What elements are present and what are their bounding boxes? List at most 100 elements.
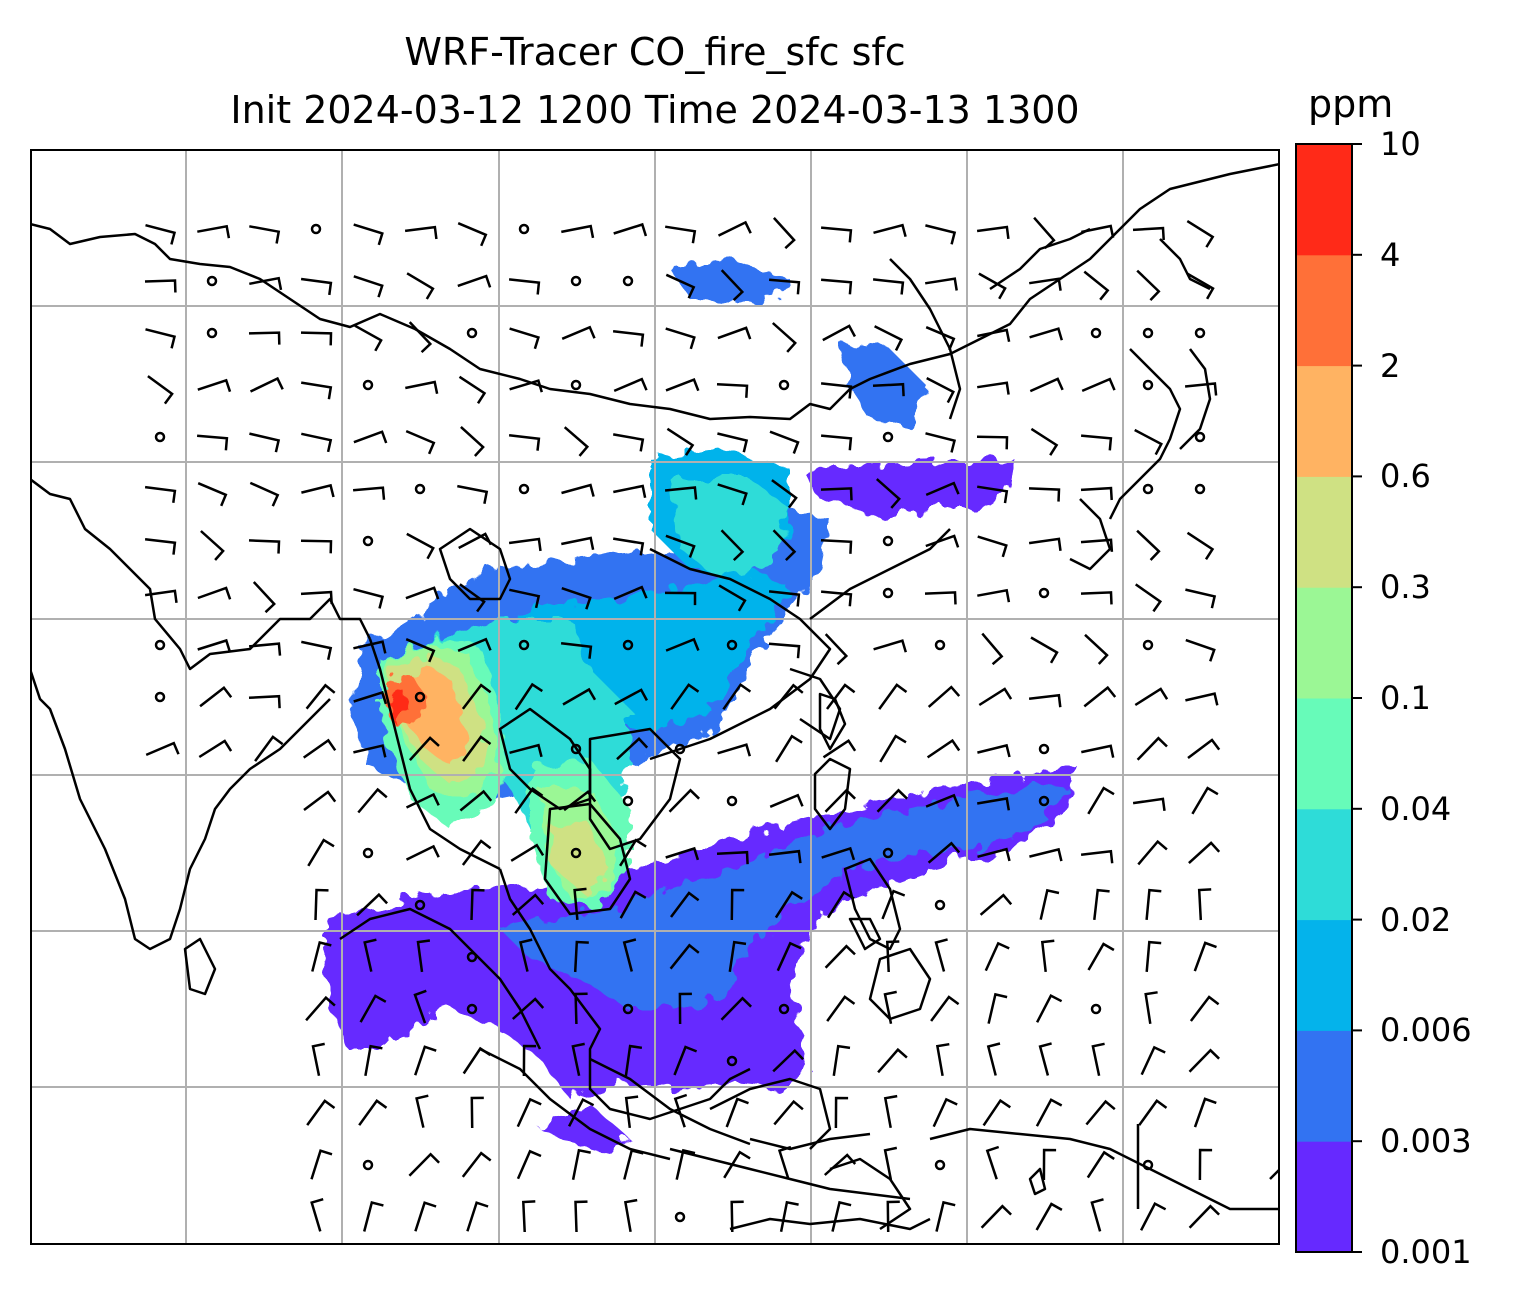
wind-barb [717,432,749,453]
calm-wind-marker [1090,327,1102,339]
wind-barb [769,430,800,454]
colorbar-segment [1296,587,1352,699]
wind-barb [1186,220,1215,248]
wind-barb [720,269,745,302]
coastline-path [1069,498,1112,571]
wind-barb [458,532,493,550]
wind-barb [305,683,336,710]
wind-barb [200,530,225,561]
wind-barb [354,324,383,352]
wind-barb [976,435,1009,450]
wind-barb [516,1097,542,1128]
wind-barb [881,889,906,920]
calm-wind-marker [622,275,634,287]
wind-barb [874,325,904,351]
coastline-path [843,857,902,951]
wind-barb [145,223,177,245]
wind-barb [301,432,333,453]
calm-wind-marker [1038,795,1050,807]
wind-barb [826,683,856,710]
calm-wind-marker [362,535,374,547]
wind-barb [1080,538,1114,552]
calm-wind-marker [154,639,166,651]
wind-barb [197,482,228,507]
wind-barb [462,1046,491,1075]
calm-wind-marker [570,743,582,755]
calm-wind-marker [570,847,582,859]
wind-barb [1087,942,1115,971]
wind-barb [925,277,958,291]
wind-barb [301,483,335,498]
wind-barb [883,990,897,1024]
wind-barb [718,584,747,612]
concentration-contour [385,689,408,724]
wind-barb [574,1200,588,1233]
wind-barb [1030,636,1059,664]
wind-barb [613,377,648,393]
wind-barb [462,735,492,762]
wind-barb [717,743,751,757]
wind-barb [1134,583,1163,613]
wind-barb [561,587,592,610]
wind-barb [985,1145,1000,1180]
figure-title-line1: WRF-Tracer CO_fire_sfc sfc [404,30,906,74]
calm-wind-marker [882,847,894,859]
wind-barb [1144,991,1158,1024]
colorbar-tick-label: 0.006 [1380,1011,1472,1050]
wind-barb [405,380,439,394]
wind-barb [619,838,647,867]
wind-barb [779,1200,799,1232]
wind-barb [560,642,593,659]
calm-wind-marker [570,379,582,391]
wind-barb [1197,888,1212,921]
wind-barb [775,734,803,763]
wind-barb [820,487,853,501]
wind-barb [616,737,649,761]
wind-barb [306,1099,336,1126]
wind-barb [1188,1048,1220,1073]
wind-barb [145,328,177,349]
colorbar-segment [1296,1030,1352,1142]
wind-barb [254,735,284,762]
wind-barb [717,483,748,506]
calm-wind-marker [726,795,738,807]
wind-barb [1035,1202,1063,1231]
wind-barb [831,1200,852,1232]
wind-barb [1193,941,1217,972]
wind-barb [722,682,752,711]
calm-wind-marker [1142,483,1154,495]
wind-barb [768,642,801,659]
calm-wind-marker [934,639,946,651]
wind-barb [872,382,905,397]
wind-barb [623,1148,644,1180]
wind-barb [405,586,440,600]
wind-barb [1134,428,1163,456]
map-panel [30,149,1280,1245]
concentration-contour [540,1104,630,1154]
wind-barb [248,642,282,656]
coastline-path [1028,1167,1047,1196]
wind-barb [563,790,597,812]
wind-barb [249,225,281,244]
wind-barb [772,217,796,250]
wind-barb [509,743,543,758]
wind-barb [249,432,281,453]
wind-barb [773,683,804,710]
coastline-path [989,227,1091,291]
wind-barb [623,1198,638,1233]
calm-wind-marker [206,275,218,287]
wind-barb [415,1094,429,1128]
wind-barb [622,938,637,972]
calm-wind-marker [934,1159,946,1171]
wind-barb [1084,633,1109,665]
wind-barb [249,276,283,291]
coastline-path [649,547,832,761]
wind-barb [1136,736,1168,761]
wind-barb [925,326,956,351]
wind-barb [977,328,1011,342]
calm-wind-marker [362,847,374,859]
calm-wind-marker [1142,379,1154,391]
wind-barb [934,938,948,972]
calm-wind-marker [414,899,426,911]
wind-barb [1185,692,1219,706]
